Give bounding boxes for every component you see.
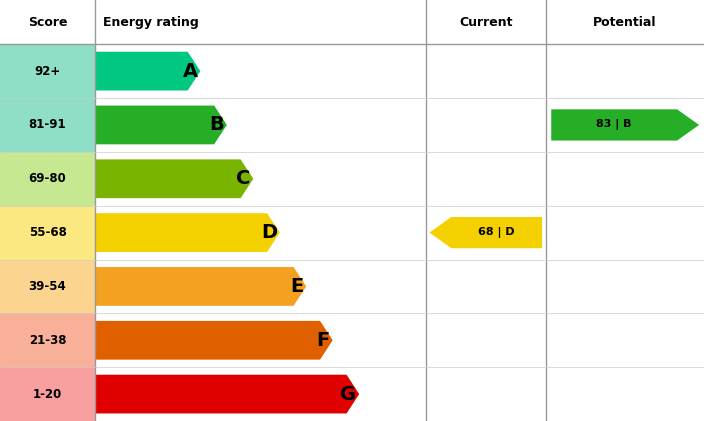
Bar: [95, 367, 426, 421]
Text: C: C: [236, 169, 251, 188]
Text: 83 | B: 83 | B: [596, 120, 632, 131]
Polygon shape: [551, 109, 699, 141]
Text: 69-80: 69-80: [29, 172, 66, 185]
Polygon shape: [95, 321, 333, 360]
Bar: [426, 259, 546, 313]
Text: 1-20: 1-20: [33, 388, 62, 401]
Text: G: G: [340, 385, 356, 404]
Bar: [0, 206, 95, 259]
Text: 68 | D: 68 | D: [479, 227, 515, 238]
Polygon shape: [95, 106, 227, 144]
Bar: [0, 152, 95, 206]
Text: Score: Score: [27, 16, 68, 29]
Text: Current: Current: [459, 16, 513, 29]
Text: B: B: [209, 115, 224, 134]
Text: 92+: 92+: [34, 64, 61, 77]
Bar: [95, 98, 426, 152]
Bar: [426, 98, 546, 152]
Bar: [546, 259, 704, 313]
Text: Energy rating: Energy rating: [103, 16, 199, 29]
Text: 21-38: 21-38: [29, 334, 66, 347]
Bar: [546, 152, 704, 206]
Bar: [546, 313, 704, 367]
Polygon shape: [95, 160, 253, 198]
Text: F: F: [317, 331, 330, 350]
Polygon shape: [95, 52, 201, 91]
Bar: [546, 98, 704, 152]
Bar: [0, 313, 95, 367]
Bar: [0, 367, 95, 421]
Bar: [426, 152, 546, 206]
Bar: [546, 367, 704, 421]
Text: A: A: [182, 61, 198, 80]
Bar: [95, 152, 426, 206]
Bar: [0, 259, 95, 313]
Polygon shape: [95, 267, 306, 306]
Bar: [426, 313, 546, 367]
Bar: [95, 313, 426, 367]
Text: 81-91: 81-91: [29, 118, 66, 131]
Bar: [95, 206, 426, 259]
Polygon shape: [95, 213, 279, 252]
Bar: [546, 44, 704, 98]
Text: 39-54: 39-54: [29, 280, 66, 293]
Bar: [0, 44, 95, 98]
Bar: [0, 0, 704, 44]
Text: E: E: [290, 277, 303, 296]
Text: Potential: Potential: [593, 16, 657, 29]
Bar: [0, 98, 95, 152]
Text: 55-68: 55-68: [29, 226, 66, 239]
Bar: [426, 367, 546, 421]
Polygon shape: [429, 217, 542, 248]
Bar: [426, 206, 546, 259]
Polygon shape: [95, 375, 359, 413]
Bar: [426, 44, 546, 98]
Text: D: D: [260, 223, 277, 242]
Bar: [95, 44, 426, 98]
Bar: [546, 206, 704, 259]
Bar: [95, 259, 426, 313]
